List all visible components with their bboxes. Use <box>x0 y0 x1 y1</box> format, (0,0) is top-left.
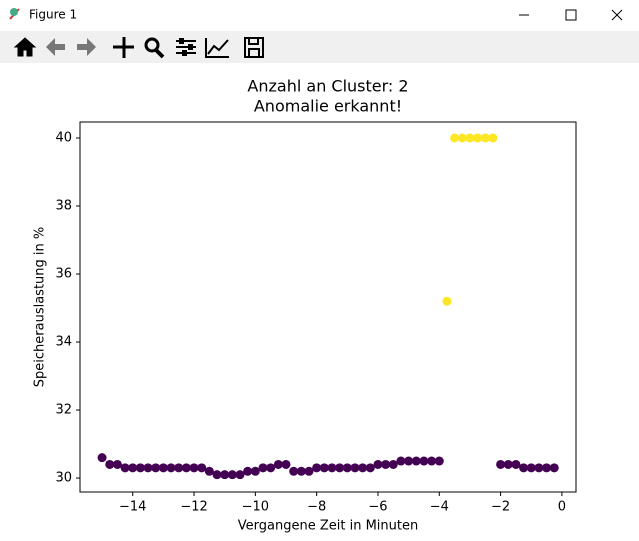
title-bar <box>0 0 639 31</box>
point <box>396 456 406 466</box>
point <box>373 459 383 469</box>
toolbar <box>0 31 639 63</box>
point <box>319 463 329 473</box>
plot: Anzahl an Cluster: 2 Anomalie erkannt! V… <box>33 77 577 534</box>
point <box>465 133 475 143</box>
point <box>419 456 429 466</box>
point <box>289 466 299 476</box>
point <box>243 466 253 476</box>
point <box>174 463 184 473</box>
axes-frame <box>79 121 577 493</box>
close-button[interactable] <box>611 9 623 21</box>
forward-button[interactable] <box>77 38 96 56</box>
point <box>335 463 345 473</box>
point <box>358 463 368 473</box>
y-axis-label: Speicherauslastung in % <box>33 227 48 387</box>
chart-subtitle: Anomalie erkannt! <box>254 97 402 116</box>
point <box>151 463 161 473</box>
axes-button[interactable] <box>205 38 229 58</box>
point <box>273 459 283 469</box>
point <box>511 459 521 469</box>
point <box>542 463 552 473</box>
point <box>496 459 506 469</box>
point <box>450 133 460 143</box>
point <box>457 133 467 143</box>
save-button[interactable] <box>244 37 264 58</box>
point <box>258 463 268 473</box>
back-button[interactable] <box>46 38 65 56</box>
point <box>503 459 513 469</box>
x-tick-label: −12 <box>180 500 207 515</box>
point <box>120 463 130 473</box>
point <box>181 463 191 473</box>
point <box>381 459 391 469</box>
point <box>250 466 260 476</box>
x-tick-label: −10 <box>242 500 269 515</box>
point <box>442 296 452 306</box>
point <box>404 456 414 466</box>
point <box>128 463 138 473</box>
y-tick-label: 40 <box>55 130 72 145</box>
point <box>434 456 444 466</box>
point <box>227 470 237 480</box>
point <box>342 463 352 473</box>
point <box>534 463 544 473</box>
point <box>473 133 483 143</box>
point <box>135 463 145 473</box>
point <box>519 463 529 473</box>
point <box>105 459 115 469</box>
x-axis-label: Vergangene Zeit in Minuten <box>238 519 418 534</box>
point <box>220 470 230 480</box>
zoom-button[interactable] <box>144 37 165 59</box>
point <box>296 466 306 476</box>
point <box>488 133 498 143</box>
point <box>411 456 421 466</box>
point <box>158 463 168 473</box>
y-tick-label: 30 <box>55 471 72 486</box>
x-tick-label: −6 <box>368 500 387 515</box>
point <box>143 463 153 473</box>
y-tick-label: 38 <box>55 198 72 213</box>
point <box>212 470 222 480</box>
toolbar-icons <box>13 37 264 59</box>
point <box>365 463 375 473</box>
point <box>526 463 536 473</box>
point <box>549 463 559 473</box>
point <box>327 463 337 473</box>
x-tick-label: −14 <box>119 500 146 515</box>
y-tick-label: 32 <box>55 403 72 418</box>
x-tick-label: −2 <box>491 500 510 515</box>
app-icon <box>9 8 20 20</box>
x-tick-label: −8 <box>307 500 326 515</box>
x-tick-label: 0 <box>558 500 566 515</box>
point <box>388 459 398 469</box>
home-button[interactable] <box>13 37 37 57</box>
point <box>189 463 199 473</box>
point <box>427 456 437 466</box>
point <box>312 463 322 473</box>
configure-button[interactable] <box>176 38 196 56</box>
point <box>350 463 360 473</box>
window-title: Figure 1 <box>29 8 77 22</box>
point <box>112 459 122 469</box>
point <box>480 133 490 143</box>
pan-button[interactable] <box>113 37 134 58</box>
y-tick-label: 34 <box>55 335 72 350</box>
point <box>304 466 314 476</box>
point <box>166 463 176 473</box>
point <box>281 459 291 469</box>
y-tick-label: 36 <box>55 267 72 282</box>
x-tick-label: −4 <box>430 500 449 515</box>
point <box>204 466 214 476</box>
point <box>235 470 245 480</box>
point <box>97 453 107 463</box>
point <box>266 463 276 473</box>
maximize-button[interactable] <box>565 9 577 21</box>
chart-title: Anzahl an Cluster: 2 <box>247 77 408 96</box>
point <box>197 463 207 473</box>
